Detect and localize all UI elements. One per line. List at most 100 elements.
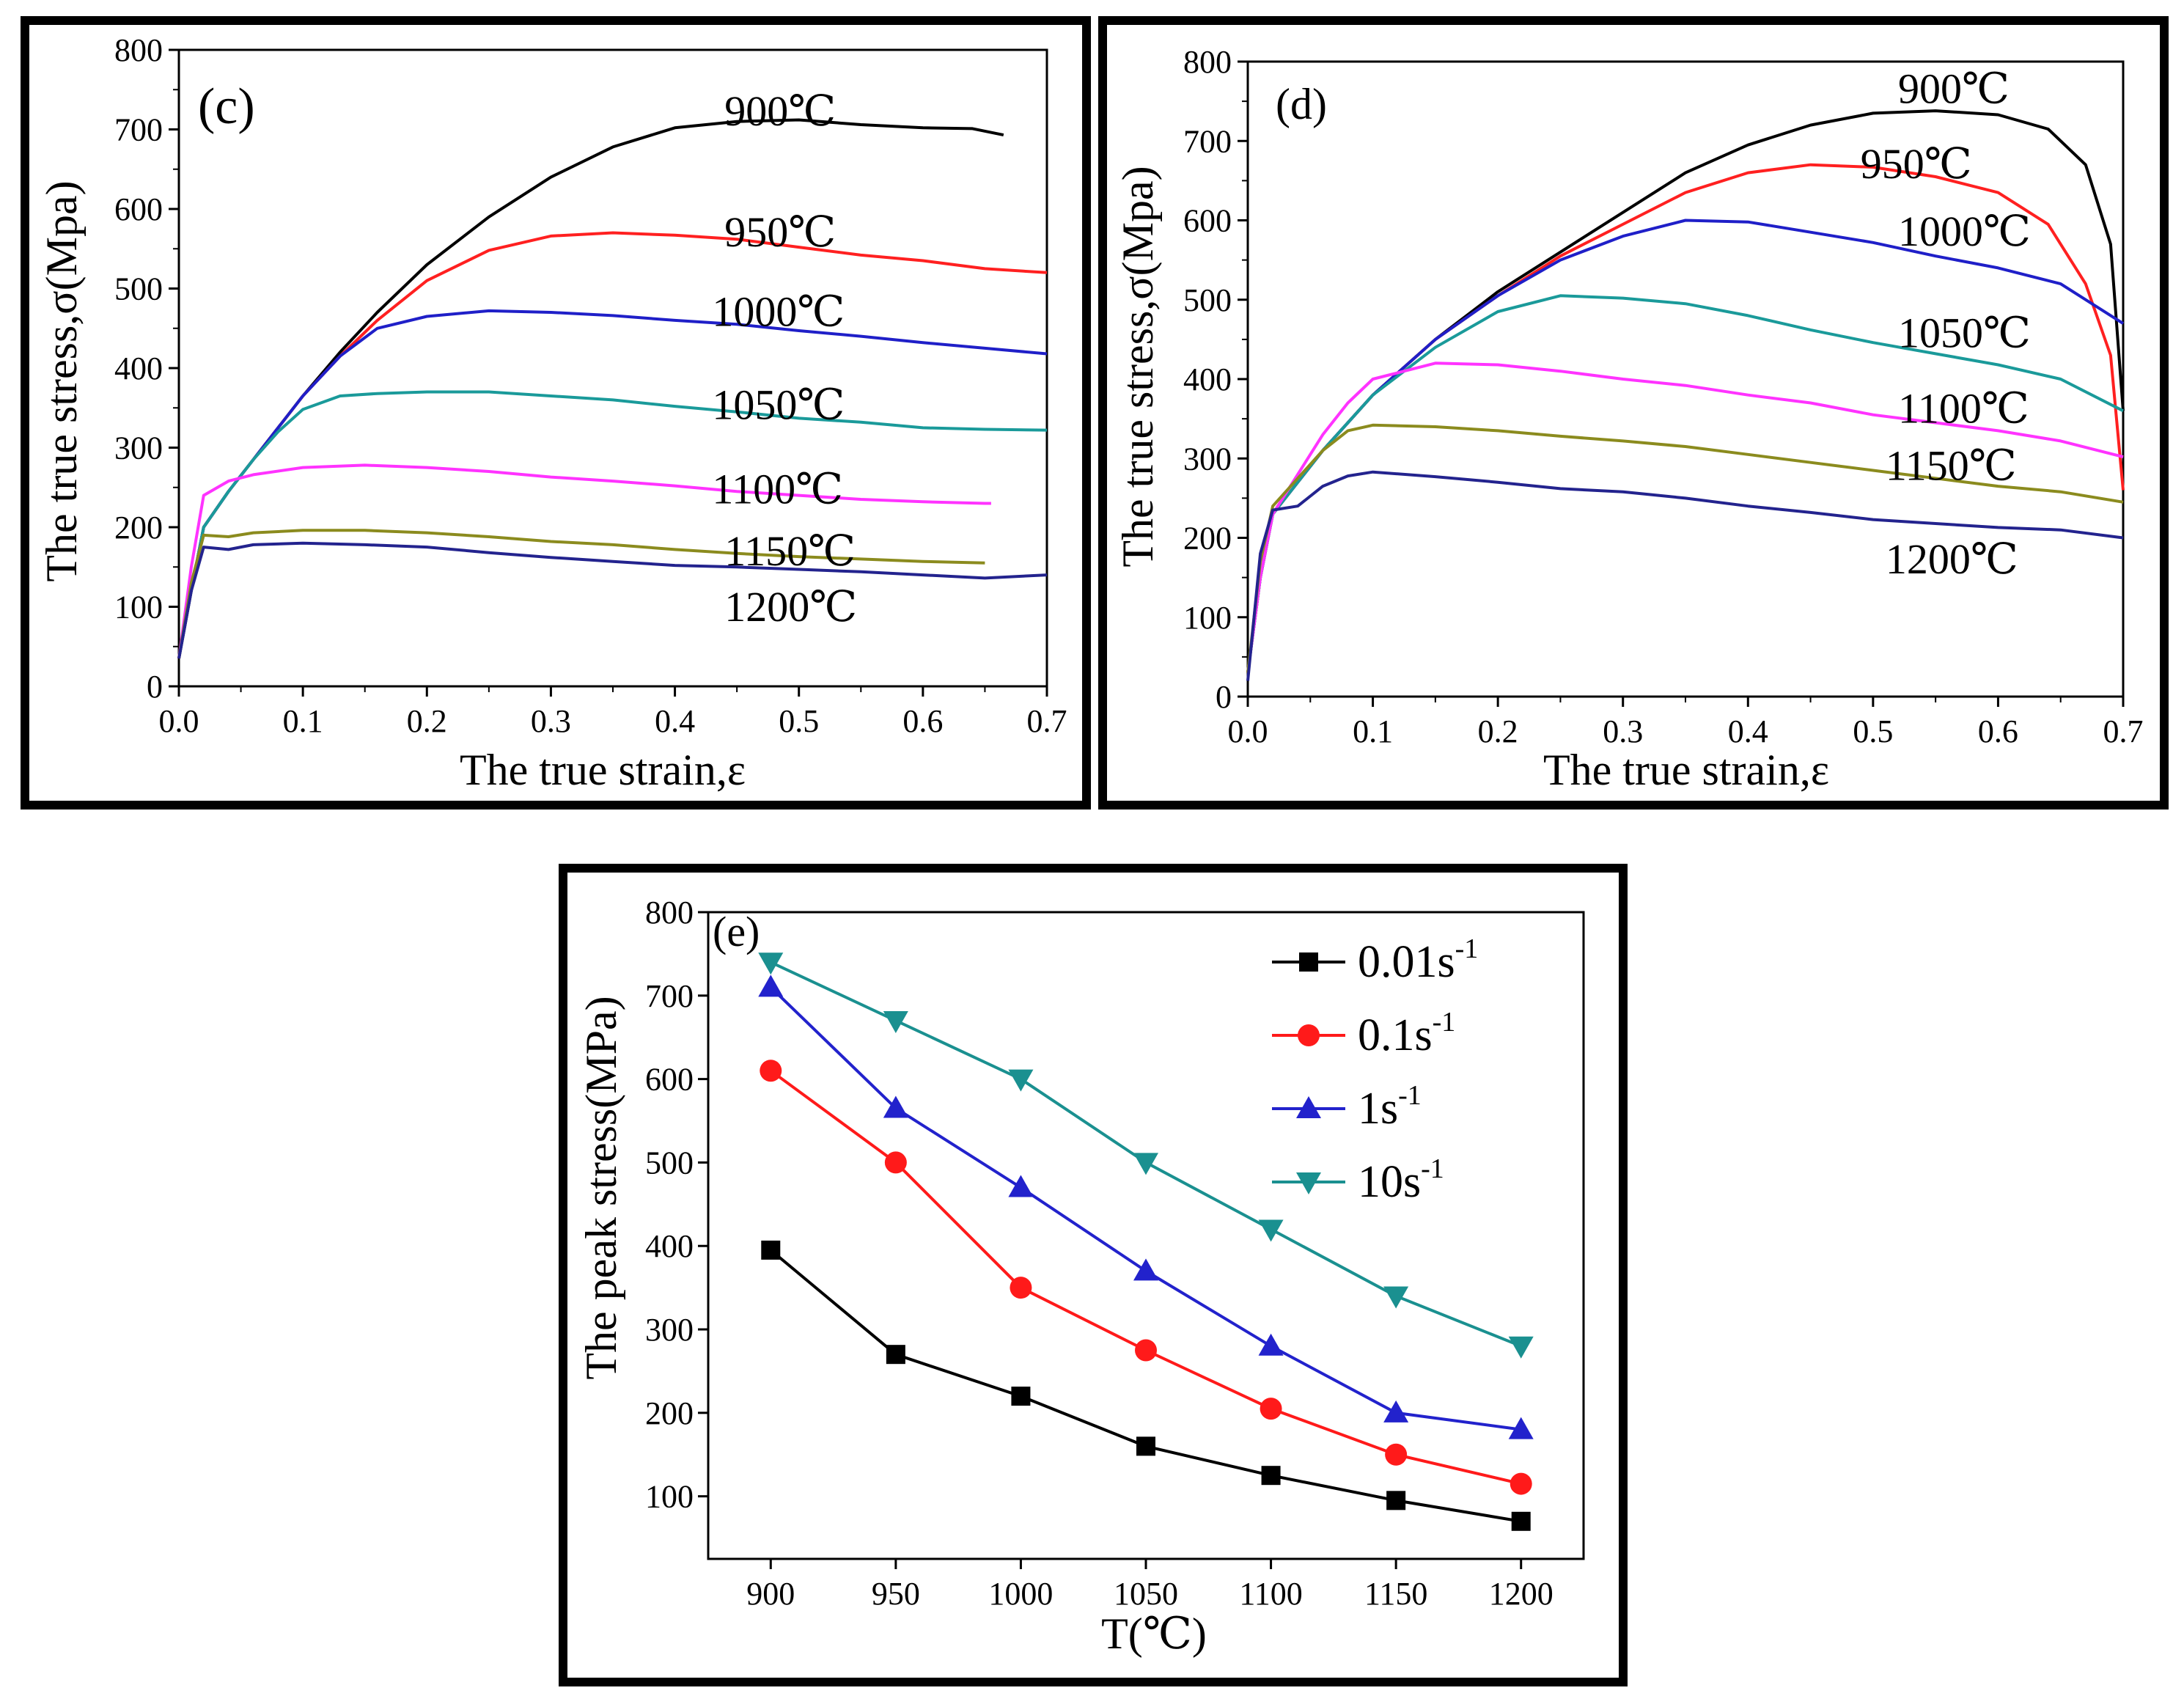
series-line-1150C [177, 529, 985, 659]
panel-e-frame [559, 864, 1628, 1686]
y-axis-title-d: The true stress,σ(Mpa) [1114, 166, 1162, 567]
x-tick-label: 1050 [1114, 1576, 1178, 1612]
data-point-triangle-down [758, 952, 784, 975]
data-point-square [1386, 1491, 1406, 1510]
data-point-square [1011, 1387, 1031, 1406]
data-point-triangle-down [1258, 1219, 1284, 1242]
curve-label-1100C: 1100℃ [1898, 385, 2029, 433]
x-tick-label: 0.4 [1728, 713, 1768, 749]
data-point-triangle-down [1008, 1069, 1034, 1092]
panel-label-c: (c) [198, 78, 255, 135]
x-axis-title-e: T(℃) [1101, 1609, 1207, 1658]
curve-label-950C: 950℃ [1861, 140, 1972, 188]
x-tick-label: 1100 [1239, 1576, 1302, 1612]
chart-e: 900 950 1000 1050 1100 1150 1200 100 200 300 400 50… [645, 895, 1585, 1612]
legend-label: 1s-1 [1358, 1080, 1422, 1134]
series-line-1050C [177, 390, 1048, 659]
y-tick-label: 800 [1183, 44, 1232, 80]
y-tick-label: 600 [645, 1062, 694, 1098]
data-point-circle [1135, 1339, 1157, 1362]
y-tick-label: 300 [114, 430, 163, 466]
y-tick-label: 700 [645, 978, 694, 1014]
data-point-square [1511, 1511, 1531, 1531]
y-tick-label: 100 [645, 1479, 694, 1515]
y-tick-label: 700 [114, 112, 163, 148]
y-tick-label: 600 [114, 191, 163, 227]
y-tick-label: 500 [114, 271, 163, 307]
legend-label: 10s-1 [1358, 1153, 1444, 1207]
legend-label-base: 10s [1358, 1157, 1421, 1207]
x-tick-label: 0.3 [1603, 713, 1643, 749]
legend-label: 0.1s-1 [1358, 1007, 1455, 1060]
data-point-triangle-up [883, 1095, 908, 1118]
curve-label-1100C: 1100℃ [712, 465, 843, 513]
x-tick-label: 0.0 [1228, 713, 1268, 749]
x-tick-label: 1000 [988, 1576, 1053, 1612]
plot-area [177, 48, 1048, 688]
y-tick-label: 0 [147, 669, 163, 705]
x-tick-label: 1200 [1489, 1576, 1554, 1612]
data-point-triangle-up [758, 974, 784, 997]
y-tick-label: 300 [645, 1312, 694, 1348]
panel-c-frame [21, 16, 1091, 810]
x-tick-label: 0.2 [407, 703, 447, 739]
curve-label-1000C: 1000℃ [712, 287, 845, 335]
curve-label-1050C: 1050℃ [712, 381, 845, 428]
curve-label-1150C: 1150℃ [1886, 441, 2017, 489]
y-tick-label: 800 [114, 32, 163, 68]
legend-label-sup: -1 [1421, 1153, 1444, 1184]
y-axis-title-c: The true stress,σ(Mpa) [37, 180, 86, 581]
panel-label-d: (d) [1276, 80, 1327, 128]
series-line-950C [177, 231, 1048, 659]
x-tick-label: 0.3 [531, 703, 571, 739]
data-point-circle [1385, 1443, 1408, 1466]
data-point-triangle-up [1008, 1175, 1034, 1197]
curve-label-950C: 950℃ [724, 208, 836, 256]
x-tick-label: 950 [872, 1576, 920, 1612]
data-point-triangle-up [1258, 1333, 1284, 1356]
data-point-circle [1260, 1398, 1282, 1420]
chart-d: 0.0 0.1 0.2 0.3 0.4 0.5 0.6 0.7 0 100 200 300 400 500… [1183, 44, 2144, 749]
legend-label-sup: -1 [1398, 1080, 1422, 1111]
curve-label-1200C: 1200℃ [724, 583, 857, 631]
data-point-triangle-down [883, 1010, 908, 1033]
x-tick-label: 0.6 [1978, 713, 2018, 749]
y-tick-label: 800 [645, 895, 694, 930]
x-tick-label: 0.2 [1478, 713, 1518, 749]
data-point-circle [1010, 1277, 1032, 1299]
y-tick-label: 300 [1183, 441, 1232, 477]
series-line-1200C [177, 541, 1048, 659]
curve-label-1050C: 1050℃ [1898, 309, 2031, 357]
data-point-triangle-down [1133, 1153, 1158, 1175]
chart-c: 0.0 0.1 0.2 0.3 0.4 0.5 0.6 0.7 0 100 200 300 400 500… [114, 32, 1067, 739]
legend-label: 0.01s-1 [1358, 933, 1478, 987]
data-point-triangle-up [1133, 1258, 1158, 1281]
series-line-1000C [177, 309, 1048, 659]
x-tick-label: 900 [746, 1576, 795, 1612]
curve-label-900C: 900℃ [724, 87, 836, 135]
series-line-1100C [1246, 361, 2124, 673]
x-tick-label: 0.1 [283, 703, 323, 739]
x-tick-label: 0.6 [902, 703, 943, 739]
x-tick-label: 0.4 [655, 703, 695, 739]
data-point-circle [760, 1060, 782, 1082]
plot-area [1246, 60, 2125, 698]
x-tick-label: 0.0 [159, 703, 199, 739]
curve-label-1200C: 1200℃ [1886, 535, 2018, 583]
y-tick-label: 500 [645, 1145, 694, 1181]
x-axis-title-c: The true strain,ε [460, 746, 746, 794]
legend-label-base: 0.1s [1358, 1010, 1433, 1060]
data-point-triangle-down [1383, 1286, 1409, 1309]
y-tick-label: 700 [1183, 123, 1232, 159]
x-tick-label: 0.7 [1027, 703, 1067, 739]
curve-label-900C: 900℃ [1898, 65, 2010, 112]
data-point-square [886, 1345, 905, 1365]
data-point-triangle-down [1296, 1172, 1321, 1194]
panel-label-e: (e) [713, 908, 760, 955]
series-line-0.01s [770, 1249, 1522, 1523]
y-tick-label: 400 [1183, 361, 1232, 397]
y-tick-label: 100 [114, 590, 163, 625]
curve-label-1000C: 1000℃ [1898, 208, 2031, 255]
x-tick-label: 1150 [1364, 1576, 1427, 1612]
